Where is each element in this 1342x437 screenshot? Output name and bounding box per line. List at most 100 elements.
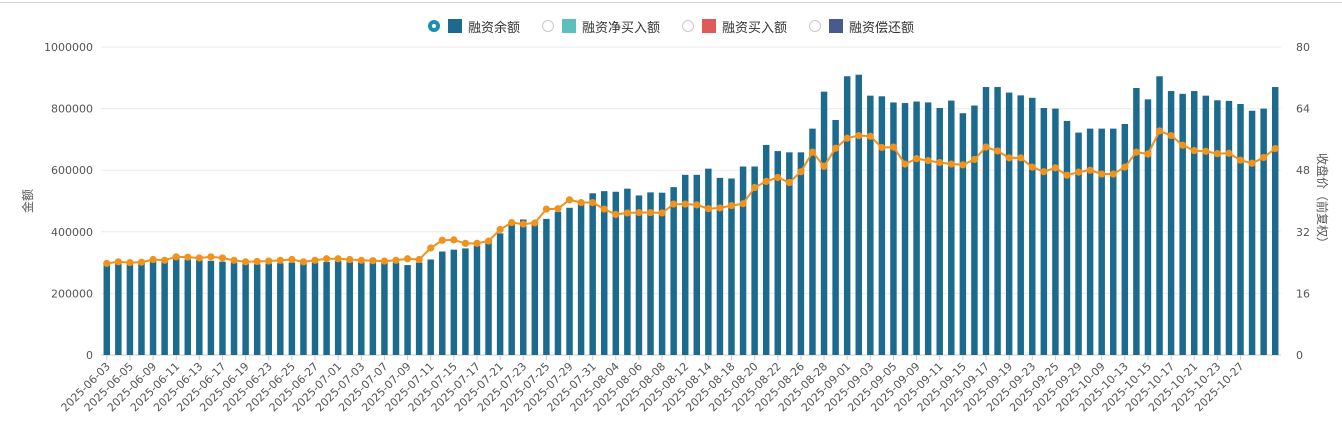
legend-item-0[interactable]: 融资余额 — [427, 17, 520, 36]
price-point — [519, 220, 527, 228]
y-right-tick-label: 32 — [1296, 226, 1310, 239]
bar — [1052, 108, 1059, 355]
price-point — [114, 258, 122, 266]
bar — [681, 174, 689, 355]
legend-swatch-icon — [829, 19, 844, 33]
bar — [855, 74, 862, 355]
bar — [485, 241, 492, 355]
bar — [1144, 99, 1152, 355]
price-point — [1213, 150, 1221, 158]
bar — [346, 261, 353, 355]
bar — [311, 262, 319, 355]
legend-radio-icon[interactable] — [427, 20, 440, 32]
bar — [103, 264, 111, 355]
bar — [369, 262, 377, 355]
bar — [531, 221, 539, 355]
top-divider — [0, 2, 1342, 3]
price-point — [797, 168, 805, 176]
price-point — [137, 258, 146, 266]
y-left-tick-label: 600000 — [51, 164, 93, 177]
price-point — [1063, 171, 1071, 179]
price-point — [785, 178, 793, 187]
y-right-tick-label: 48 — [1296, 164, 1310, 177]
bar — [658, 192, 666, 355]
bar — [901, 103, 909, 355]
bar — [1110, 128, 1117, 355]
bar — [392, 262, 400, 355]
price-point — [589, 198, 597, 207]
legend-radio-icon[interactable] — [541, 20, 554, 32]
bar — [1167, 91, 1175, 355]
price-point — [1121, 163, 1129, 171]
legend-item-3[interactable]: 融资偿还额 — [809, 17, 914, 36]
bar — [265, 263, 272, 355]
price-point — [265, 257, 273, 265]
bar — [427, 259, 434, 355]
price-point — [334, 255, 342, 263]
legend-radio-icon[interactable] — [682, 20, 694, 32]
price-point — [1225, 149, 1233, 157]
price-point — [751, 183, 759, 192]
price-point — [484, 237, 493, 245]
bar — [288, 262, 296, 355]
price-point — [936, 158, 944, 167]
y-left-tick-label: 0 — [86, 349, 93, 362]
bar — [1086, 128, 1094, 355]
price-point — [970, 155, 979, 164]
price-point — [1167, 131, 1175, 140]
bar — [1202, 95, 1210, 355]
legend-item-2[interactable]: 融资买入额 — [682, 17, 787, 36]
price-point — [311, 256, 319, 264]
bar — [751, 166, 758, 355]
price-point — [866, 132, 874, 140]
bar — [786, 152, 793, 355]
price-point — [1086, 166, 1094, 174]
bar — [473, 245, 481, 355]
bar — [439, 251, 446, 355]
bar — [126, 263, 134, 355]
price-point — [357, 256, 365, 264]
bar — [1260, 108, 1267, 355]
price-point — [947, 160, 955, 168]
bar — [554, 211, 562, 355]
price-point — [438, 236, 446, 244]
price-point — [1040, 168, 1048, 176]
price-point — [739, 200, 747, 208]
price-point — [508, 218, 516, 227]
price-point — [450, 236, 458, 244]
price-point — [993, 147, 1002, 155]
price-point — [1144, 150, 1152, 158]
price-point — [195, 254, 203, 262]
y-right-axis-title: 收盘价（前复权） — [1315, 153, 1330, 249]
bar — [774, 151, 782, 355]
price-point — [496, 225, 504, 234]
bar — [716, 177, 724, 355]
bar — [172, 257, 180, 355]
bar — [843, 76, 851, 355]
bar — [624, 188, 631, 355]
price-point — [427, 244, 435, 252]
price-point — [1155, 127, 1164, 135]
bar — [520, 219, 527, 355]
bar — [508, 224, 515, 355]
bar — [323, 261, 330, 355]
bar — [196, 260, 203, 355]
price-point — [554, 205, 562, 213]
legend-radio-icon[interactable] — [809, 20, 822, 32]
bar — [924, 102, 932, 355]
price-point — [762, 177, 770, 185]
price-point — [646, 208, 655, 217]
legend-item-1[interactable]: 融资净买入额 — [541, 17, 660, 36]
price-point — [542, 205, 550, 213]
bar — [890, 102, 897, 355]
legend-swatch-icon — [561, 19, 576, 33]
price-point — [218, 254, 227, 262]
bar — [334, 261, 342, 355]
bar — [184, 259, 192, 355]
bar — [404, 265, 411, 355]
price-point — [959, 161, 967, 169]
price-point — [103, 259, 111, 267]
legend-label: 融资净买入额 — [581, 20, 660, 36]
price-point — [346, 255, 354, 264]
bar — [462, 248, 469, 355]
